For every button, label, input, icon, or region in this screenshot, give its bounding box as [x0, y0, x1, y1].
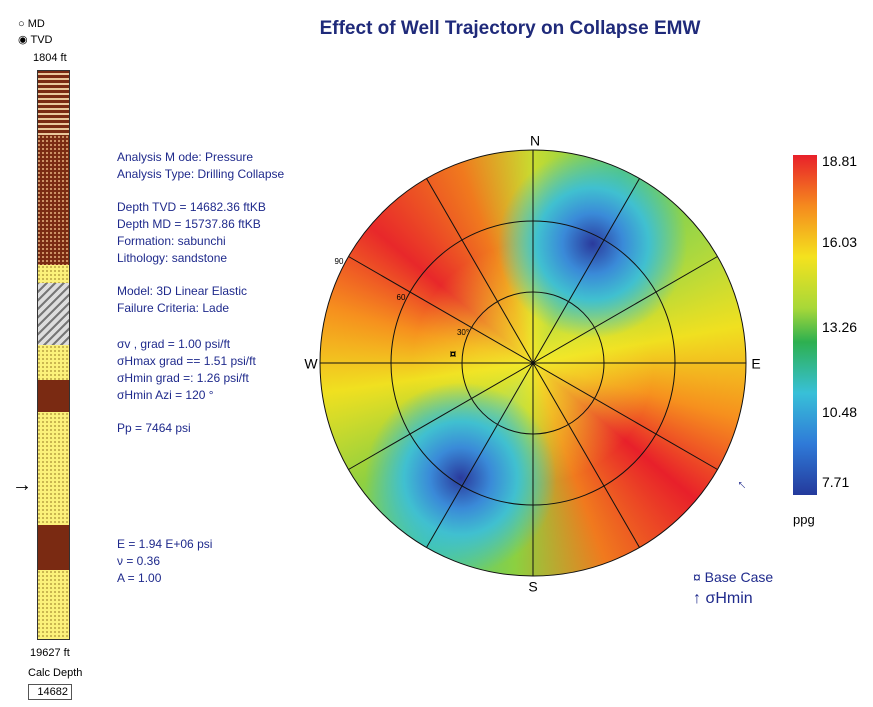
info-line: A = 1.00 — [117, 571, 162, 585]
layer — [37, 570, 70, 640]
info-line: Depth TVD = 14682.36 ftKB — [117, 200, 266, 214]
layer — [37, 265, 70, 283]
compass-label: E — [751, 356, 760, 372]
info-line: Analysis Type: Drilling Collapse — [117, 167, 285, 181]
ring-label: 30° — [457, 328, 469, 337]
info-line: σHmin grad =: 1.26 psi/ft — [117, 371, 249, 385]
base-case-marker: ¤ — [450, 347, 457, 361]
bottom-depth: 19627 ft — [30, 647, 70, 659]
spoke — [348, 256, 718, 470]
shmin-arrow: ↑ — [733, 476, 749, 492]
ring-label: 90 — [335, 257, 344, 266]
calc-label: Calc Depth — [28, 667, 83, 679]
info-line: Failure Criteria: Lade — [117, 301, 230, 315]
legend-entry: ¤ Base Case — [693, 569, 774, 585]
calc-input[interactable]: 14682 — [28, 684, 72, 700]
top-depth: 1804 ft — [33, 52, 67, 64]
title: Effect of Well Trajectory on Collapse EM… — [319, 18, 701, 39]
colorbar-tick: 13.26 — [822, 319, 858, 335]
info-line: Analysis M ode: Pressure — [117, 150, 254, 164]
info-line: Lithology: sandstone — [117, 251, 228, 265]
colorbar-tick: 10.48 — [822, 404, 858, 420]
radio-label[interactable]: TVD — [30, 34, 53, 46]
info-line: σHmin Azi = 120 ° — [117, 388, 214, 402]
info-line: E = 1.94 E+06 psi — [117, 537, 213, 551]
info-line: Pp = 7464 psi — [117, 421, 191, 435]
info-line: Depth MD = 15737.86 ftKB — [117, 217, 261, 231]
column-border — [37, 70, 70, 640]
layer — [37, 412, 70, 525]
ring-label: 60 — [397, 293, 406, 302]
layer — [37, 525, 70, 570]
radio-md[interactable]: ○ MD — [18, 18, 45, 30]
compass-label: S — [528, 579, 537, 595]
info-line: ν = 0.36 — [117, 554, 161, 568]
info-line: Formation: sabunchi — [117, 234, 226, 248]
legend-entry: ↑ σHmin — [693, 590, 753, 607]
info-line: Model: 3D Linear Elastic — [117, 284, 248, 298]
compass-label: N — [530, 133, 540, 149]
colorbar-tick: 18.81 — [822, 153, 858, 169]
info-line: σv , grad = 1.00 psi/ft — [117, 337, 231, 351]
radio-tvd[interactable]: ◉ TVD — [18, 34, 53, 46]
layer — [37, 283, 70, 345]
info-line: σHmax grad == 1.51 psi/ft — [117, 354, 256, 368]
colorbar-tick: 16.03 — [822, 234, 858, 250]
compass-label: W — [304, 356, 318, 372]
layer — [37, 345, 70, 380]
radio-label[interactable]: MD — [27, 18, 45, 30]
layer — [37, 70, 70, 135]
colorbar — [793, 155, 817, 495]
layer — [37, 380, 70, 412]
layer — [37, 135, 70, 265]
depth-arrow: → — [12, 474, 32, 496]
colorbar-tick: 7.71 — [822, 474, 850, 490]
colorbar-unit: ppg — [793, 512, 815, 527]
